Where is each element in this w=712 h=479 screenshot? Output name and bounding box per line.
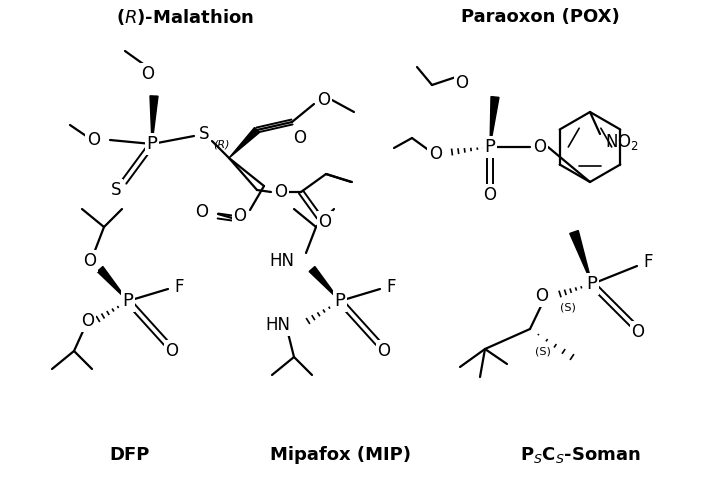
Text: P: P xyxy=(587,275,597,293)
Text: O: O xyxy=(632,323,644,341)
Text: ($R$)-Malathion: ($R$)-Malathion xyxy=(116,7,254,27)
Polygon shape xyxy=(97,266,128,301)
Text: F: F xyxy=(386,278,396,296)
Text: DFP: DFP xyxy=(110,446,150,464)
Text: (R): (R) xyxy=(213,139,229,149)
Polygon shape xyxy=(309,266,340,301)
Text: O: O xyxy=(535,287,548,305)
Text: O: O xyxy=(142,65,155,83)
Text: F: F xyxy=(643,253,653,271)
Text: O: O xyxy=(293,129,306,147)
Polygon shape xyxy=(490,97,499,147)
Polygon shape xyxy=(570,230,592,284)
Text: HN: HN xyxy=(269,252,294,270)
Text: (S): (S) xyxy=(535,346,551,356)
Text: Mipafox (MIP): Mipafox (MIP) xyxy=(270,446,411,464)
Text: Paraoxon (POX): Paraoxon (POX) xyxy=(461,8,619,26)
Text: P: P xyxy=(122,292,133,310)
Text: O: O xyxy=(456,74,468,92)
Text: O: O xyxy=(429,145,442,163)
Text: O: O xyxy=(81,312,95,330)
Text: O: O xyxy=(533,138,547,156)
Text: O: O xyxy=(87,131,100,149)
Text: P: P xyxy=(147,135,157,153)
Text: P: P xyxy=(485,138,496,156)
Text: (S): (S) xyxy=(560,303,576,313)
Text: O: O xyxy=(275,183,288,201)
Text: O: O xyxy=(318,213,332,231)
Polygon shape xyxy=(150,96,158,144)
Text: P: P xyxy=(335,292,345,310)
Text: P$_S$C$_S$-Soman: P$_S$C$_S$-Soman xyxy=(520,445,640,465)
Text: O: O xyxy=(83,252,97,270)
Text: O: O xyxy=(318,91,330,109)
Text: S: S xyxy=(111,181,121,199)
Text: O: O xyxy=(234,207,246,225)
Text: HN: HN xyxy=(265,316,290,334)
Text: O: O xyxy=(377,342,390,360)
Text: O: O xyxy=(195,203,208,221)
Polygon shape xyxy=(229,127,259,158)
Text: O: O xyxy=(483,186,496,204)
Text: S: S xyxy=(199,125,209,143)
Text: NO$_2$: NO$_2$ xyxy=(605,132,639,152)
Text: F: F xyxy=(174,278,184,296)
Text: O: O xyxy=(165,342,179,360)
